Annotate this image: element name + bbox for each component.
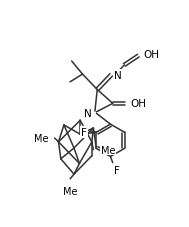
Text: OH: OH (131, 99, 147, 109)
Text: OH: OH (144, 50, 160, 60)
Text: N: N (84, 108, 92, 118)
Text: Me: Me (101, 145, 116, 155)
Text: Me: Me (34, 133, 48, 143)
Text: F: F (114, 165, 119, 175)
Text: N: N (114, 71, 121, 81)
Text: F: F (81, 128, 87, 138)
Text: Me: Me (63, 186, 77, 196)
